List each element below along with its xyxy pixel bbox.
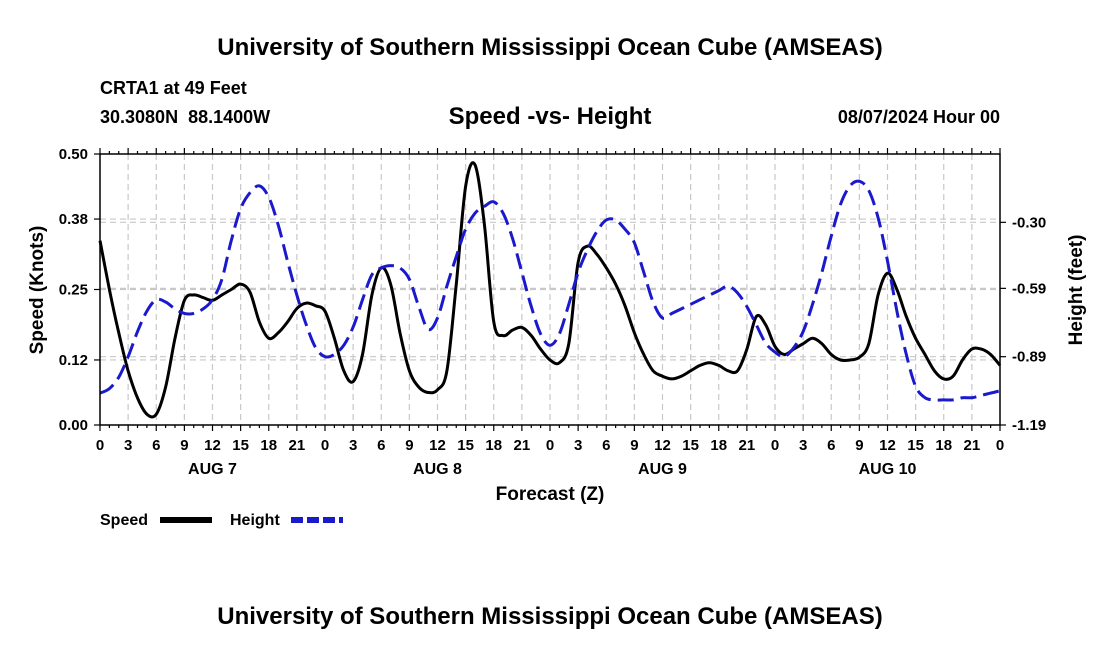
day-label: AUG 7 [188, 461, 237, 478]
speed-series-line [98, 161, 1002, 419]
y-left-tick-label: 0.00 [59, 417, 88, 434]
y-axis-left-title: Speed (Knots) [27, 226, 48, 355]
station-label: CRTA1 at 49 Feet [100, 78, 247, 98]
legend: Speed Height [100, 512, 343, 529]
x-tick-label: 6 [827, 437, 835, 454]
x-tick-label: 9 [405, 437, 413, 454]
x-tick-label: 9 [630, 437, 638, 454]
y-left-tick-label: 0.25 [59, 282, 88, 299]
x-tick-label: 12 [879, 437, 896, 454]
x-tick-label: 21 [514, 437, 531, 454]
y-right-tick-label: -0.59 [1012, 280, 1046, 297]
x-tick-label: 0 [546, 437, 554, 454]
x-tick-label: 15 [907, 437, 924, 454]
x-tick-label: 9 [180, 437, 188, 454]
day-label: AUG 9 [638, 461, 687, 478]
x-tick-label: 12 [204, 437, 221, 454]
x-tick-label: 15 [457, 437, 474, 454]
y-axis-right-title: Height (feet) [1066, 235, 1087, 346]
footer-title: University of Southern Mississippi Ocean… [217, 603, 882, 630]
x-tick-label: 0 [96, 437, 104, 454]
y-right-tick-label: -1.19 [1012, 417, 1046, 434]
x-tick-label: 3 [349, 437, 357, 454]
x-tick-label: 21 [964, 437, 981, 454]
y-right-tick-label: -0.89 [1012, 349, 1046, 366]
x-tick-label: 0 [996, 437, 1004, 454]
x-tick-label: 15 [682, 437, 699, 454]
x-tick-label: 6 [377, 437, 385, 454]
x-tick-label: 3 [574, 437, 582, 454]
y-left-tick-label: 0.50 [59, 146, 88, 163]
height-series-line [99, 179, 1001, 402]
x-tick-label: 0 [771, 437, 779, 454]
x-tick-label: 9 [855, 437, 863, 454]
datetime-label: 08/07/2024 Hour 00 [838, 107, 1000, 127]
y-left-tick-label: 0.12 [59, 352, 88, 369]
x-tick-label: 0 [321, 437, 329, 454]
x-tick-label: 15 [232, 437, 249, 454]
chart-title: Speed -vs- Height [449, 103, 652, 130]
legend-speed-label: Speed [100, 512, 148, 529]
day-label: AUG 10 [859, 461, 917, 478]
x-tick-label: 6 [152, 437, 160, 454]
x-tick-label: 3 [124, 437, 132, 454]
x-tick-label: 12 [429, 437, 446, 454]
x-tick-label: 6 [602, 437, 610, 454]
x-tick-label: 18 [485, 437, 502, 454]
axes: 0 3 6 9 12 15 18 21 0 3 6 9 12 15 18 21 0 3 6 9 12 15 18 21 0 3 6 9… [59, 146, 1046, 478]
x-axis-title: Forecast (Z) [496, 484, 605, 505]
x-tick-label: 21 [739, 437, 756, 454]
legend-height-label: Height [230, 512, 280, 529]
day-label: AUG 8 [413, 461, 462, 478]
x-tick-label: 18 [260, 437, 277, 454]
x-tick-label: 18 [710, 437, 727, 454]
grid [100, 154, 1000, 425]
x-tick-label: 12 [654, 437, 671, 454]
main-title: University of Southern Mississippi Ocean… [217, 34, 882, 61]
y-right-tick-label: -0.30 [1012, 214, 1046, 231]
x-tick-label: 18 [935, 437, 952, 454]
series-layer [98, 161, 1002, 419]
x-tick-label: 21 [289, 437, 306, 454]
coordinates-label: 30.3080N 88.1400W [100, 107, 270, 127]
y-left-tick-label: 0.38 [59, 211, 88, 228]
x-tick-label: 3 [799, 437, 807, 454]
